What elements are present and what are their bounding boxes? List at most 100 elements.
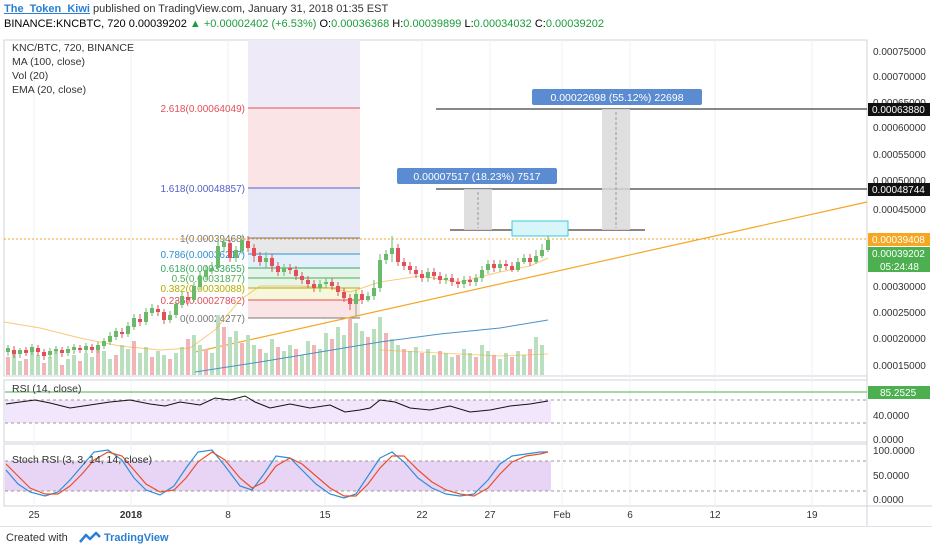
volume-bar <box>54 351 58 375</box>
candle-body <box>468 280 472 282</box>
time-tick: 22 <box>416 510 428 521</box>
fib-label-0: 0(0.00024277) <box>180 314 245 325</box>
candle-body <box>378 260 382 288</box>
candle-body <box>540 250 544 256</box>
volume-bar <box>294 349 298 375</box>
fib-zone-top <box>248 40 360 108</box>
candle-body <box>162 312 166 320</box>
volume-bar <box>474 357 478 375</box>
volume-bar <box>144 347 148 375</box>
candle-body <box>480 270 484 278</box>
author-link[interactable]: The_Token_Kiwi <box>4 3 90 15</box>
stoch-axis-0: 0.0000 <box>873 495 904 506</box>
price-tag-48744-bg <box>868 183 930 196</box>
trendline <box>194 201 868 353</box>
fib-label-1618: 1.618(0.00048857) <box>160 184 245 195</box>
fib-zone-236 <box>248 300 360 318</box>
volume-bar <box>42 363 46 375</box>
candle-body <box>216 246 220 268</box>
time-tick: 19 <box>806 510 818 521</box>
rsi-line <box>5 395 549 413</box>
candle-body <box>348 298 352 304</box>
fib-zone-786 <box>248 254 360 268</box>
volume-bar <box>288 345 292 375</box>
time-tick: 2018 <box>120 510 143 521</box>
candle-body <box>12 350 16 354</box>
candle-body <box>522 258 526 262</box>
candle-body <box>384 254 388 260</box>
volume-bar <box>78 361 82 375</box>
candle-body <box>36 348 40 352</box>
ohlc-line: BINANCE:KNCBTC, 720 0.00039202 ▲ +0.0000… <box>4 18 604 30</box>
volume-bar <box>396 345 400 375</box>
volume-bar <box>468 353 472 375</box>
volume-bar <box>360 331 364 375</box>
volume-bar <box>486 351 490 375</box>
candle-body <box>318 284 322 288</box>
volume-bar <box>18 361 22 375</box>
volume-bar <box>282 351 286 375</box>
time-tick: Feb <box>553 510 571 521</box>
fib-label-5: 0.5(0.00031877) <box>172 274 245 285</box>
volume-bar <box>168 359 172 375</box>
volume-bar <box>372 329 376 375</box>
fib-zone-1 <box>248 238 360 254</box>
volume-bar <box>444 353 448 375</box>
candle-body <box>132 318 136 327</box>
price-tick: 0.00030000 <box>873 282 926 293</box>
fib-label-236: 0.236(0.00027862) <box>160 296 245 307</box>
tradingview-logo-icon[interactable] <box>78 530 102 546</box>
price-tag-39202: 0.00039202 <box>872 249 925 260</box>
time-axis: 25 2018 8 15 22 27 Feb 6 12 19 <box>28 510 818 521</box>
tradingview-brand-link[interactable]: TradingView <box>104 532 169 544</box>
candle-body <box>294 270 298 276</box>
price-tick: 0.00050000 <box>873 176 926 187</box>
candle-body <box>402 262 406 266</box>
volume-bar <box>36 355 40 375</box>
volume-bar <box>162 355 166 375</box>
candle-body <box>444 278 448 280</box>
volume-bar <box>270 339 274 375</box>
candle-body <box>282 268 286 272</box>
stoch-legend: Stoch RSI (3, 3, 14, 14, close) <box>12 454 152 466</box>
volume-bar <box>222 327 226 375</box>
fib-zone-5 <box>248 278 360 288</box>
measure-label-large-bg <box>532 89 702 105</box>
volume-bar <box>462 349 466 375</box>
candle-body <box>84 346 88 350</box>
volume-bar <box>84 353 88 375</box>
candle-body <box>390 248 394 254</box>
candle-body <box>510 266 514 270</box>
candle-body <box>492 264 496 268</box>
candle-body <box>72 347 76 350</box>
stoch-axis-100: 100.0000 <box>873 446 915 457</box>
candle-body <box>306 280 310 284</box>
candle-body <box>240 240 244 251</box>
candle-body <box>420 274 424 278</box>
volume-bar <box>426 349 430 375</box>
price-tick: 0.00055000 <box>873 150 926 161</box>
chart-area[interactable]: 2.618(0.00064049) 1.618(0.00048857) 1(0.… <box>0 38 932 526</box>
volume-bar <box>480 345 484 375</box>
volume-bar <box>432 355 436 375</box>
candle-body <box>486 264 490 270</box>
candle-body <box>528 258 532 262</box>
publish-line: The_Token_Kiwi published on TradingView.… <box>4 3 388 15</box>
candlesticks <box>6 236 550 360</box>
chart-svg[interactable]: 2.618(0.00064049) 1.618(0.00048857) 1(0.… <box>0 38 932 526</box>
volume-bar <box>324 333 328 375</box>
ema-line <box>3 257 549 351</box>
candle-body <box>180 296 184 305</box>
candle-body <box>228 243 232 258</box>
candle-body <box>102 341 106 346</box>
volume-bar <box>456 355 460 375</box>
volume-bar <box>102 351 106 375</box>
volume-bar <box>24 359 28 375</box>
candle-body <box>24 350 28 353</box>
fib-lines <box>248 107 360 319</box>
rsi-value-tag-bg <box>868 386 930 399</box>
rsi-axis-40: 40.0000 <box>873 411 910 422</box>
volume-bar <box>540 345 544 375</box>
volume-bar <box>30 349 34 375</box>
price-tick: 0.00045000 <box>873 205 926 216</box>
